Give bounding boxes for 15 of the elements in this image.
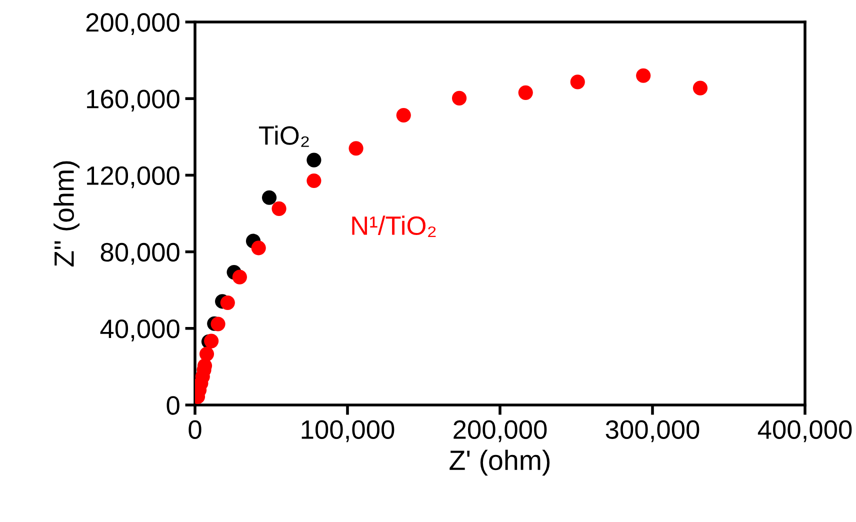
y-axis-title: Z'' (ohm): [54, 161, 80, 267]
y-tick-label: 120,000: [87, 166, 180, 188]
x-tick-label: 0: [188, 420, 202, 439]
y-tick-label: 0: [166, 396, 180, 415]
y-tick-label: 200,000: [86, 13, 180, 35]
series-label: TiO₂: [258, 126, 309, 147]
x-tick-label: 300,000: [606, 420, 700, 442]
y-tick-label: 40,000: [100, 320, 180, 342]
y-tick-label: 80,000: [100, 242, 180, 265]
x-tick-label: 100,000: [302, 420, 394, 442]
x-tick-label: 400,000: [758, 420, 852, 442]
x-tick-label: 200,000: [454, 420, 547, 442]
x-axis-title: Z' (ohm): [450, 450, 550, 476]
y-tick-label: 160,000: [87, 90, 180, 112]
series-label: N¹/TiO₂: [352, 216, 436, 238]
